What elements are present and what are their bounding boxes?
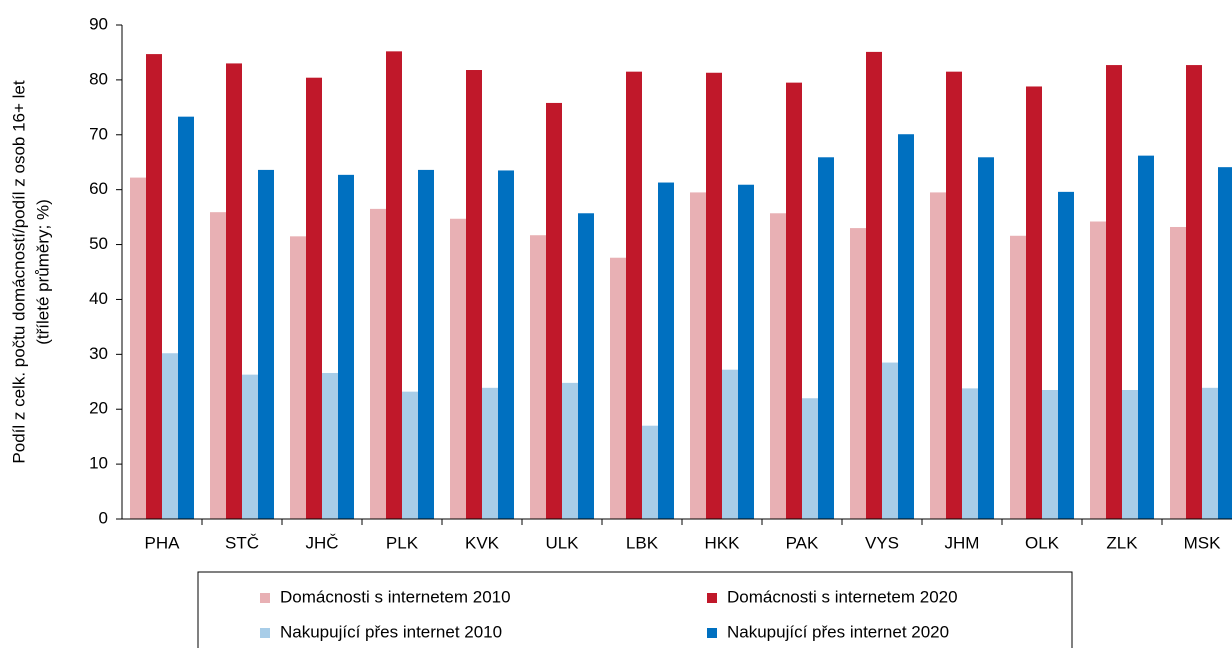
bar — [866, 51, 882, 519]
x-tick-label: MSK — [1184, 533, 1222, 552]
bar — [1122, 390, 1138, 519]
y-tick-label: 40 — [89, 289, 108, 308]
bar — [626, 71, 642, 520]
x-tick-label: HKK — [705, 533, 741, 552]
bar — [290, 236, 306, 520]
bar — [370, 208, 386, 519]
x-tick-label: PAK — [786, 533, 819, 552]
x-tick-label: PLK — [386, 533, 419, 552]
bar — [722, 369, 738, 519]
bar — [1218, 167, 1232, 519]
bar — [322, 372, 338, 519]
bar — [1106, 65, 1122, 520]
bar — [882, 362, 898, 519]
bar — [1010, 235, 1026, 520]
bar — [786, 82, 802, 519]
bar — [946, 71, 962, 520]
bar — [610, 257, 626, 519]
bar — [130, 177, 146, 519]
x-tick-label: KVK — [465, 533, 500, 552]
y-tick-label: 80 — [89, 69, 108, 88]
y-tick-label: 60 — [89, 179, 108, 198]
x-tick-label: JHM — [945, 533, 980, 552]
bar — [930, 192, 946, 519]
bar — [706, 72, 722, 520]
bar — [338, 174, 354, 519]
x-tick-label: ULK — [545, 533, 579, 552]
bar — [802, 398, 818, 519]
bar — [146, 54, 162, 519]
x-tick-label: PHA — [145, 533, 181, 552]
legend-label: Domácnosti s internetem 2010 — [280, 587, 511, 606]
bar — [402, 391, 418, 519]
y-tick-label: 0 — [99, 508, 108, 527]
bar — [1186, 65, 1202, 520]
bar — [578, 213, 594, 519]
x-tick-label: JHČ — [305, 533, 338, 552]
bar — [1138, 155, 1154, 519]
legend-label: Nakupující přes internet 2010 — [280, 622, 502, 641]
bar — [770, 213, 786, 519]
legend-label: Nakupující přes internet 2020 — [727, 622, 949, 641]
x-tick-label: VYS — [865, 533, 899, 552]
bar — [978, 157, 994, 519]
x-tick-label: LBK — [626, 533, 659, 552]
legend-swatch — [260, 628, 270, 638]
bar — [386, 51, 402, 519]
y-axis-label: (tříleté průměry; %) — [33, 199, 52, 344]
y-tick-label: 70 — [89, 124, 108, 143]
bar — [466, 70, 482, 520]
bar — [482, 387, 498, 519]
bar — [658, 182, 674, 519]
legend-swatch — [260, 593, 270, 603]
y-tick-label: 20 — [89, 399, 108, 418]
bar — [818, 157, 834, 519]
bar — [226, 63, 242, 520]
bar — [1090, 221, 1106, 519]
legend-swatch — [707, 593, 717, 603]
bar — [210, 212, 226, 519]
legend-box — [197, 571, 1073, 648]
bar — [690, 192, 706, 519]
x-tick-label: ZLK — [1106, 533, 1138, 552]
bar — [898, 134, 914, 519]
bar — [450, 218, 466, 519]
bar — [418, 169, 434, 519]
legend-label: Domácnosti s internetem 2020 — [727, 587, 958, 606]
bar — [850, 228, 866, 520]
bar — [530, 235, 546, 520]
y-tick-label: 10 — [89, 454, 108, 473]
y-axis-label: Podíl z celk. počtu domácností/podíl z o… — [9, 80, 28, 463]
bar — [962, 388, 978, 519]
bar — [258, 169, 274, 519]
bar — [546, 102, 562, 519]
bar — [178, 116, 194, 520]
x-tick-label: OLK — [1025, 533, 1060, 552]
bar — [1042, 390, 1058, 519]
bar — [1058, 191, 1074, 519]
x-tick-label: STČ — [225, 533, 259, 552]
y-tick-label: 50 — [89, 234, 108, 253]
bar — [306, 77, 322, 520]
bar — [1170, 226, 1186, 520]
bar — [642, 425, 658, 519]
legend-swatch — [707, 628, 717, 638]
bar — [1026, 86, 1042, 519]
bar — [562, 382, 578, 519]
bar — [498, 170, 514, 519]
bar — [738, 184, 754, 519]
bar — [1202, 387, 1218, 519]
y-tick-label: 30 — [89, 344, 108, 363]
bar — [242, 374, 258, 519]
y-tick-label: 90 — [89, 14, 108, 33]
bar — [162, 353, 178, 519]
